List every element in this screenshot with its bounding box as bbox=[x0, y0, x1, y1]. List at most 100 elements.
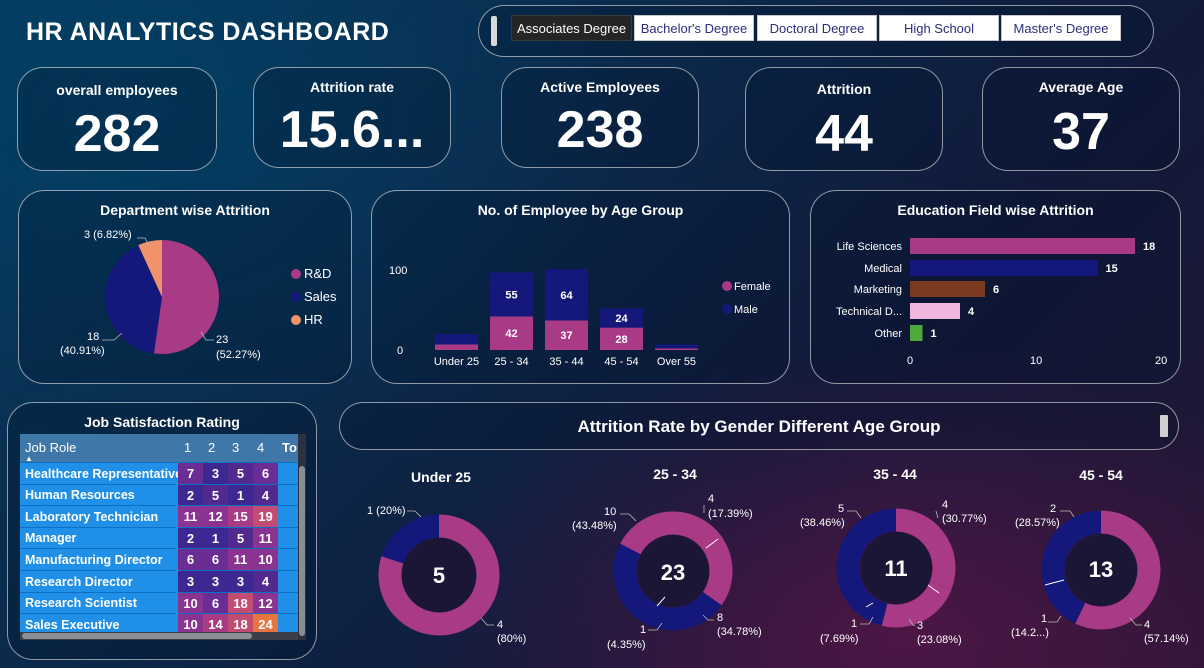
row-job-role: Research Director bbox=[20, 571, 178, 592]
bar-female[interactable] bbox=[655, 348, 698, 350]
slicer-bachelors-degree[interactable]: Bachelor's Degree bbox=[634, 15, 754, 41]
header-rating-4[interactable]: 4 bbox=[257, 440, 265, 455]
pie-label-sales-pct: (40.91%) bbox=[60, 345, 105, 357]
rating-cell: 6 bbox=[178, 549, 203, 571]
donut-total-35-44: 11 bbox=[884, 556, 907, 581]
pie-slice-rd[interactable] bbox=[153, 240, 219, 354]
table-row[interactable]: Manufacturing Director 6 6 11 10 bbox=[20, 548, 298, 571]
table-row[interactable]: Sales Executive 10 14 18 24 bbox=[20, 613, 298, 636]
total-cell bbox=[278, 527, 298, 549]
total-cell bbox=[278, 463, 298, 484]
leader-line bbox=[908, 618, 916, 627]
bar-label-male: 24 bbox=[615, 313, 628, 325]
donut-data-label: 8 bbox=[717, 612, 723, 624]
rating-cell: 12 bbox=[203, 506, 228, 528]
horizontal-scrollbar[interactable] bbox=[20, 632, 298, 640]
rating-cell: 6 bbox=[253, 463, 278, 484]
bar-female[interactable] bbox=[435, 344, 478, 350]
header-total[interactable]: To bbox=[282, 440, 297, 455]
vertical-scrollbar[interactable] bbox=[298, 434, 306, 640]
pie-label-rd-pct: (52.27%) bbox=[216, 349, 261, 361]
scrollbar-thumb[interactable] bbox=[299, 466, 305, 636]
legend-rd: R&D bbox=[304, 266, 331, 281]
kpi-average-age: Average Age 37 bbox=[982, 67, 1180, 171]
donut-data-label: 4 bbox=[1144, 619, 1150, 631]
kpi-label: Average Age bbox=[1038, 79, 1124, 95]
table-row[interactable]: Research Director 3 3 3 4 bbox=[20, 570, 298, 592]
bar-life-sciences[interactable] bbox=[910, 238, 1135, 254]
legend-male: Male bbox=[734, 304, 758, 316]
bar-male[interactable] bbox=[490, 272, 533, 317]
leader-line bbox=[407, 510, 422, 518]
kpi-label: Attrition bbox=[816, 81, 872, 97]
rating-cell: 2 bbox=[178, 527, 203, 549]
header-rating-2[interactable]: 2 bbox=[208, 440, 216, 455]
slicer-scroll-handle[interactable] bbox=[491, 16, 497, 46]
donut-total-45-54: 13 bbox=[1089, 557, 1113, 582]
pie-slice-hr[interactable] bbox=[138, 240, 162, 297]
bar-female[interactable] bbox=[600, 327, 643, 350]
gender-section-header: Attrition Rate by Gender Different Age G… bbox=[339, 402, 1179, 450]
leader-line bbox=[648, 622, 663, 631]
donut-slice-male[interactable] bbox=[695, 591, 722, 618]
bar-other[interactable] bbox=[910, 325, 923, 341]
donut-title-25-34: 25 - 34 bbox=[653, 466, 697, 482]
donut-data-label: 5 bbox=[838, 503, 844, 515]
section-scroll-handle[interactable] bbox=[1160, 415, 1168, 437]
donut-slice-male[interactable] bbox=[836, 508, 897, 613]
slice-separator bbox=[927, 584, 940, 594]
donut-slice-female[interactable] bbox=[672, 511, 733, 606]
header-rating-3[interactable]: 3 bbox=[232, 440, 240, 455]
slicer-associates-degree[interactable]: Associates Degree bbox=[511, 15, 632, 41]
donut-slice-female[interactable] bbox=[895, 508, 956, 590]
table-row[interactable]: Human Resources 2 5 1 4 bbox=[20, 483, 298, 506]
x-tick-20: 20 bbox=[1155, 355, 1167, 367]
donut-slice-female[interactable] bbox=[378, 514, 500, 636]
chart-title: Department wise Attrition bbox=[100, 202, 270, 218]
donut-slice-male[interactable] bbox=[856, 594, 888, 626]
kpi-value: 238 bbox=[556, 101, 644, 159]
rating-cell: 5 bbox=[228, 463, 253, 484]
donut-slice-male[interactable] bbox=[381, 514, 440, 564]
table-row[interactable]: Healthcare Representative 7 3 5 6 bbox=[20, 462, 298, 484]
header-rating-1[interactable]: 1 bbox=[184, 440, 192, 455]
donut-hole bbox=[402, 538, 476, 612]
table-row[interactable]: Manager 2 1 5 11 bbox=[20, 526, 298, 549]
table-row[interactable]: Laboratory Technician 11 12 15 19 bbox=[20, 505, 298, 528]
bar-male[interactable] bbox=[600, 308, 643, 328]
slicer-high-school[interactable]: High School bbox=[879, 15, 999, 41]
slice-separator bbox=[705, 538, 719, 549]
sort-ascending-icon[interactable]: ▲ bbox=[25, 454, 33, 463]
donut-total-under-25: 5 bbox=[433, 563, 445, 588]
slicer-doctoral-degree[interactable]: Doctoral Degree bbox=[757, 15, 877, 41]
job-satisfaction-table: Job Role ▲ 1 2 3 4 To Healthcare Represe… bbox=[20, 434, 298, 640]
donut-slice-female[interactable] bbox=[620, 511, 674, 555]
donut-data-label: (34.78%) bbox=[717, 626, 762, 638]
bar-marketing[interactable] bbox=[910, 281, 985, 297]
slicer-masters-degree[interactable]: Master's Degree bbox=[1001, 15, 1121, 41]
pie-slice-sales[interactable] bbox=[105, 245, 162, 354]
donut-slice-male[interactable] bbox=[613, 543, 711, 631]
category-label: Technical D... bbox=[836, 306, 902, 318]
rating-cell: 4 bbox=[253, 484, 278, 506]
donut-data-label: 1 (20%) bbox=[367, 505, 406, 517]
table-row[interactable]: Research Scientist 10 6 18 12 bbox=[20, 591, 298, 614]
bar-male[interactable] bbox=[435, 334, 478, 345]
bar-medical[interactable] bbox=[910, 260, 1098, 276]
bar-male[interactable] bbox=[545, 269, 588, 321]
bar-female[interactable] bbox=[545, 320, 588, 350]
bar-female[interactable] bbox=[490, 316, 533, 350]
total-cell bbox=[278, 484, 298, 506]
leader-line bbox=[860, 616, 874, 625]
category-label: Marketing bbox=[854, 284, 902, 296]
bar-male[interactable] bbox=[655, 344, 698, 349]
scrollbar-thumb[interactable] bbox=[22, 633, 252, 639]
x-tick-label: Over 55 bbox=[657, 356, 696, 368]
donut-slice-male[interactable] bbox=[1041, 510, 1102, 584]
donut-slice-male[interactable] bbox=[1042, 577, 1086, 624]
donut-slice-female[interactable] bbox=[1075, 510, 1161, 630]
bar-technical-d-[interactable] bbox=[910, 303, 960, 319]
kpi-active-employees: Active Employees 238 bbox=[501, 67, 699, 168]
department-pie-chart: R&D Sales HR 3 (6.82%) 18 (40.91%) 23 (5… bbox=[60, 229, 337, 361]
header-job-role[interactable]: Job Role bbox=[25, 440, 77, 455]
